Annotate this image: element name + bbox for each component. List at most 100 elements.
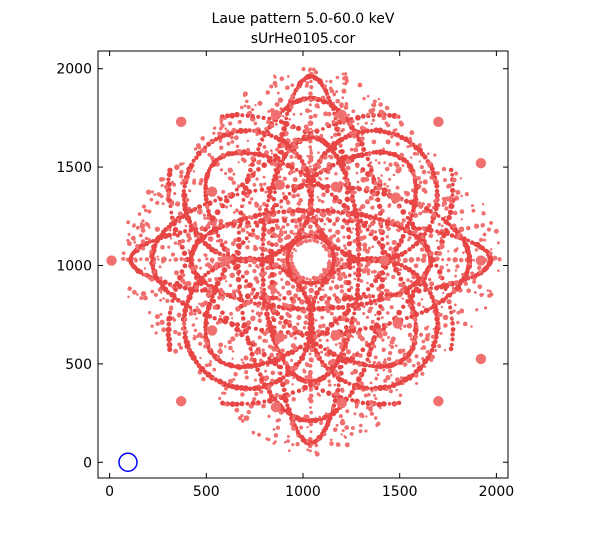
diffraction-spot: [258, 372, 263, 377]
diffraction-spot: [227, 121, 233, 126]
diffraction-spot: [266, 120, 270, 125]
diffraction-spot: [274, 327, 277, 331]
diffraction-spot: [367, 152, 372, 157]
diffraction-spot: [372, 298, 377, 303]
diffraction-spot: [172, 226, 179, 233]
diffraction-spot: [362, 311, 366, 316]
diffraction-spot: [335, 75, 340, 80]
diffraction-spot: [232, 172, 236, 176]
diffraction-spot: [294, 167, 299, 172]
diffraction-spot: [368, 360, 372, 364]
diffraction-spot: [470, 271, 475, 276]
diffraction-spot: [237, 127, 244, 134]
diffraction-spot: [367, 246, 371, 250]
diffraction-spot: [184, 342, 191, 350]
diffraction-spot: [285, 216, 288, 220]
diffraction-spot: [341, 96, 345, 100]
diffraction-spot: [224, 198, 230, 204]
diffraction-spot: [367, 224, 372, 228]
diffraction-spot: [493, 228, 499, 234]
diffraction-spot: [399, 222, 404, 227]
diffraction-spot: [285, 85, 290, 90]
diffraction-spot: [207, 362, 212, 367]
diffraction-spot: [237, 245, 242, 250]
diffraction-spot: [359, 141, 365, 147]
diffraction-spot: [419, 247, 425, 252]
diffraction-spot: [381, 401, 387, 407]
diffraction-spot: [427, 290, 433, 296]
diffraction-spot: [296, 322, 300, 326]
diffraction-spot: [402, 352, 408, 357]
diffraction-spot: [395, 185, 400, 190]
diffraction-spot: [318, 279, 322, 283]
diffraction-spot: [347, 358, 354, 364]
diffraction-spot: [339, 155, 346, 162]
diffraction-spot: [358, 211, 365, 218]
diffraction-spot: [299, 425, 304, 430]
diffraction-spot: [253, 244, 257, 248]
diffraction-spot: [304, 297, 311, 305]
diffraction-spot: [374, 367, 379, 372]
diffraction-spot: [291, 443, 295, 447]
diffraction-spot: [421, 356, 425, 361]
diffraction-spot: [274, 122, 278, 126]
major-spot: [475, 353, 487, 365]
diffraction-spot: [408, 169, 411, 172]
diffraction-spot: [404, 289, 410, 296]
diffraction-spot: [327, 154, 331, 158]
major-spot: [390, 192, 402, 203]
diffraction-spot: [259, 182, 263, 187]
diffraction-spot: [449, 200, 454, 205]
diffraction-spot: [233, 135, 239, 141]
diffraction-spot: [400, 209, 407, 215]
diffraction-spot: [374, 198, 377, 201]
diffraction-spot: [413, 321, 418, 326]
diffraction-spot: [205, 305, 212, 311]
diffraction-spot: [259, 376, 265, 383]
diffraction-spot: [323, 84, 328, 89]
diffraction-spot: [153, 292, 158, 298]
diffraction-spot: [225, 225, 229, 229]
diffraction-spot: [220, 152, 225, 158]
diffraction-spot: [261, 242, 265, 247]
diffraction-spot: [244, 293, 251, 300]
diffraction-spot: [305, 379, 309, 383]
diffraction-spot: [399, 287, 405, 293]
diffraction-spot: [344, 196, 351, 203]
diffraction-spot: [205, 200, 209, 205]
diffraction-spot: [363, 213, 369, 219]
diffraction-spot: [337, 127, 341, 130]
diffraction-spot: [447, 209, 454, 216]
diffraction-spot: [305, 171, 311, 177]
diffraction-spot: [364, 176, 370, 182]
diffraction-spot: [244, 99, 249, 104]
diffraction-spot: [472, 277, 477, 281]
diffraction-spot: [224, 315, 230, 321]
diffraction-spot: [332, 194, 339, 201]
diffraction-spot: [261, 348, 265, 352]
diffraction-spot: [185, 330, 189, 334]
diffraction-spot: [394, 359, 400, 364]
diffraction-spot: [316, 417, 320, 422]
diffraction-spot: [322, 212, 327, 217]
diffraction-spot: [261, 130, 266, 135]
diffraction-spot: [413, 241, 420, 247]
diffraction-spot: [352, 227, 355, 230]
diffraction-spot: [309, 109, 312, 113]
diffraction-spot: [403, 258, 408, 262]
diffraction-spot: [241, 258, 246, 263]
diffraction-spot: [275, 425, 281, 430]
diffraction-spot: [414, 354, 419, 359]
diffraction-spot: [357, 327, 363, 332]
diffraction-spot: [169, 228, 172, 232]
diffraction-spot: [414, 335, 419, 340]
diffraction-spot: [325, 148, 331, 153]
diffraction-spot: [375, 197, 381, 203]
diffraction-spot: [292, 326, 297, 331]
diffraction-spot: [227, 192, 232, 197]
diffraction-spot: [444, 215, 447, 219]
diffraction-spot: [177, 241, 182, 246]
diffraction-spot: [395, 261, 400, 267]
diffraction-spot: [240, 392, 245, 397]
diffraction-spot: [297, 274, 302, 279]
